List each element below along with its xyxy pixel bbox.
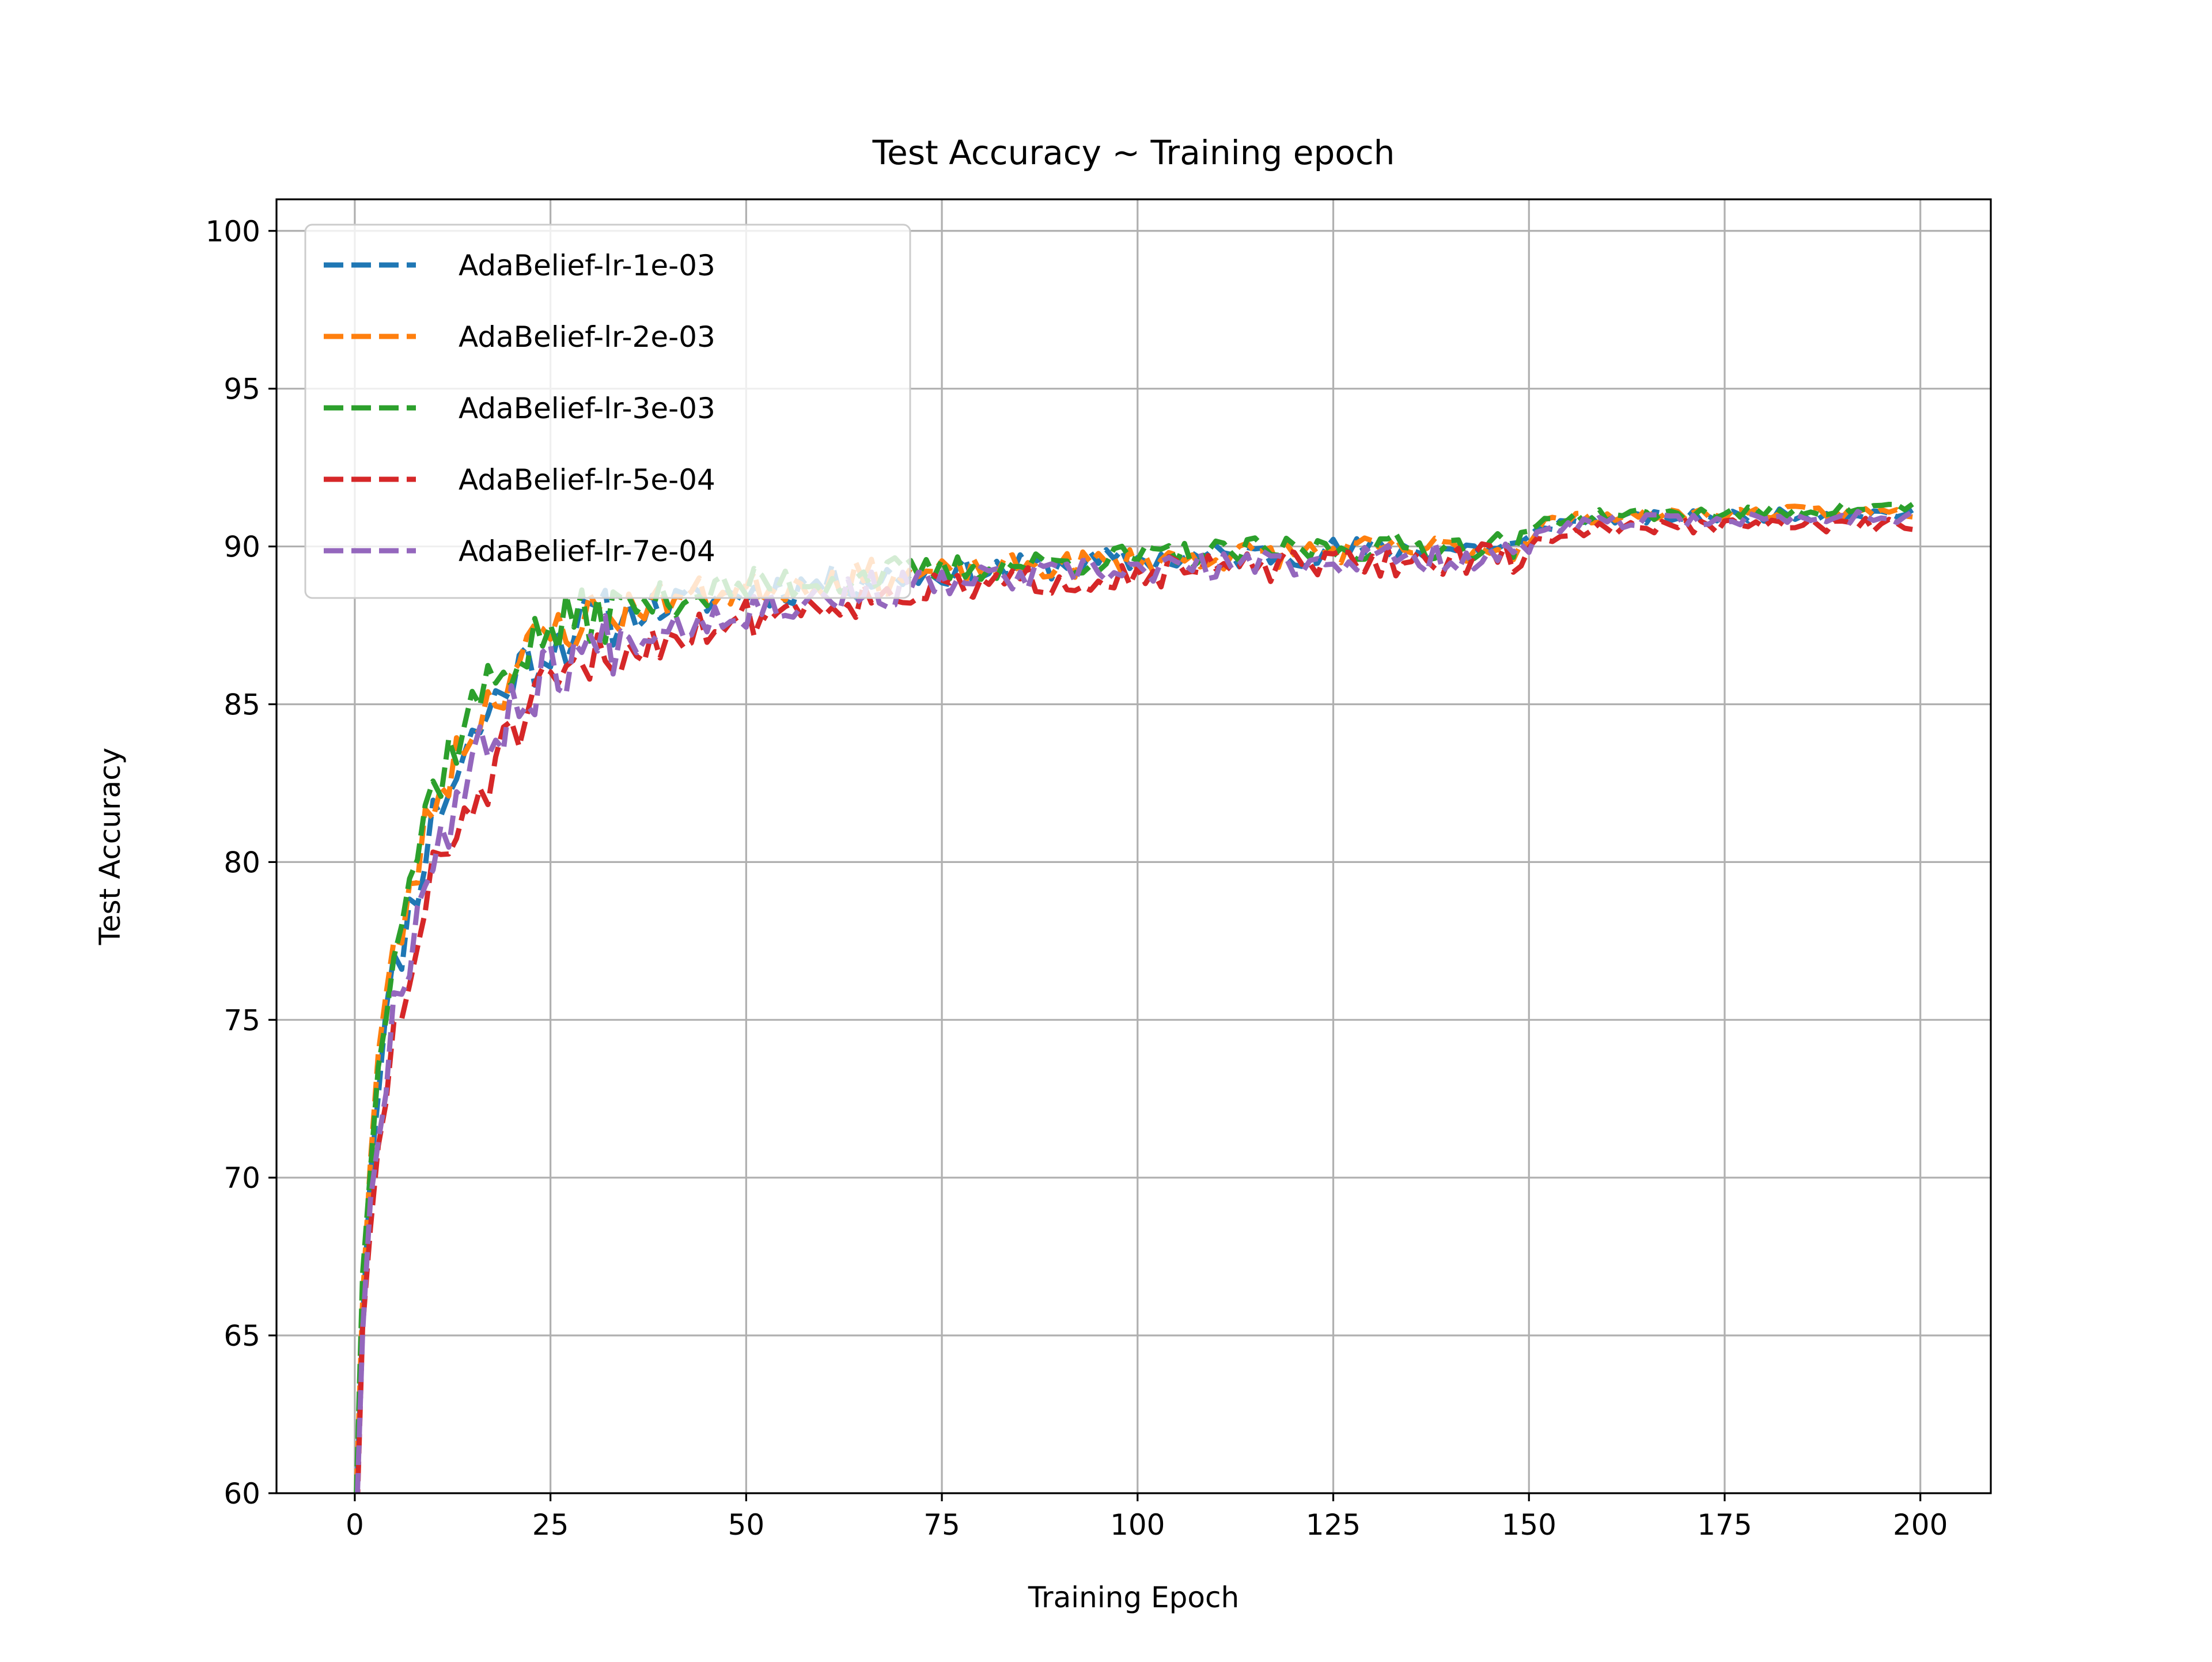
series-layer xyxy=(354,501,1914,1493)
tick-layer: 0 25 50 75 100 125 150 175 200 60 65 70 75 80 85 90 95 10… xyxy=(206,215,1948,1542)
y-tick-label: 75 xyxy=(224,1004,260,1037)
x-tick-label: 50 xyxy=(728,1508,765,1542)
x-tick-label: 75 xyxy=(923,1508,960,1542)
legend-label: AdaBelief-lr-2e-03 xyxy=(459,320,715,354)
y-tick-label: 85 xyxy=(224,688,260,721)
y-tick-label: 90 xyxy=(224,531,260,564)
y-axis-label: Test Accuracy xyxy=(93,748,127,946)
legend-label: AdaBelief-lr-5e-04 xyxy=(459,463,715,497)
plot-frame xyxy=(275,198,1992,1494)
x-tick-label: 150 xyxy=(1502,1508,1556,1542)
x-tick-label: 200 xyxy=(1893,1508,1948,1542)
legend: AdaBelief-lr-1e-03 AdaBelief-lr-2e-03 AdaB… xyxy=(304,224,911,599)
y-tick-label: 70 xyxy=(224,1161,260,1195)
x-tick-label: 0 xyxy=(346,1508,364,1542)
chart-title: Test Accuracy ~ Training epoch xyxy=(872,133,1395,172)
legend-label: AdaBelief-lr-1e-03 xyxy=(459,249,715,282)
x-tick-label: 125 xyxy=(1306,1508,1361,1542)
x-axis-label: Training Epoch xyxy=(1028,1581,1239,1614)
x-tick-label: 100 xyxy=(1110,1508,1165,1542)
y-tick-label: 60 xyxy=(224,1477,260,1510)
y-tick-label: 65 xyxy=(224,1319,260,1353)
legend-box xyxy=(304,224,911,599)
legend-label: AdaBelief-lr-3e-03 xyxy=(459,392,715,425)
series-line-adabelief-lr-7e-04 xyxy=(355,509,1914,1493)
x-tick-label: 175 xyxy=(1697,1508,1752,1542)
y-tick-label: 80 xyxy=(224,846,260,879)
y-tick-label: 100 xyxy=(206,215,260,248)
legend-label: AdaBelief-lr-7e-04 xyxy=(459,535,715,568)
x-tick-label: 25 xyxy=(532,1508,569,1542)
y-tick-label: 95 xyxy=(224,373,260,406)
